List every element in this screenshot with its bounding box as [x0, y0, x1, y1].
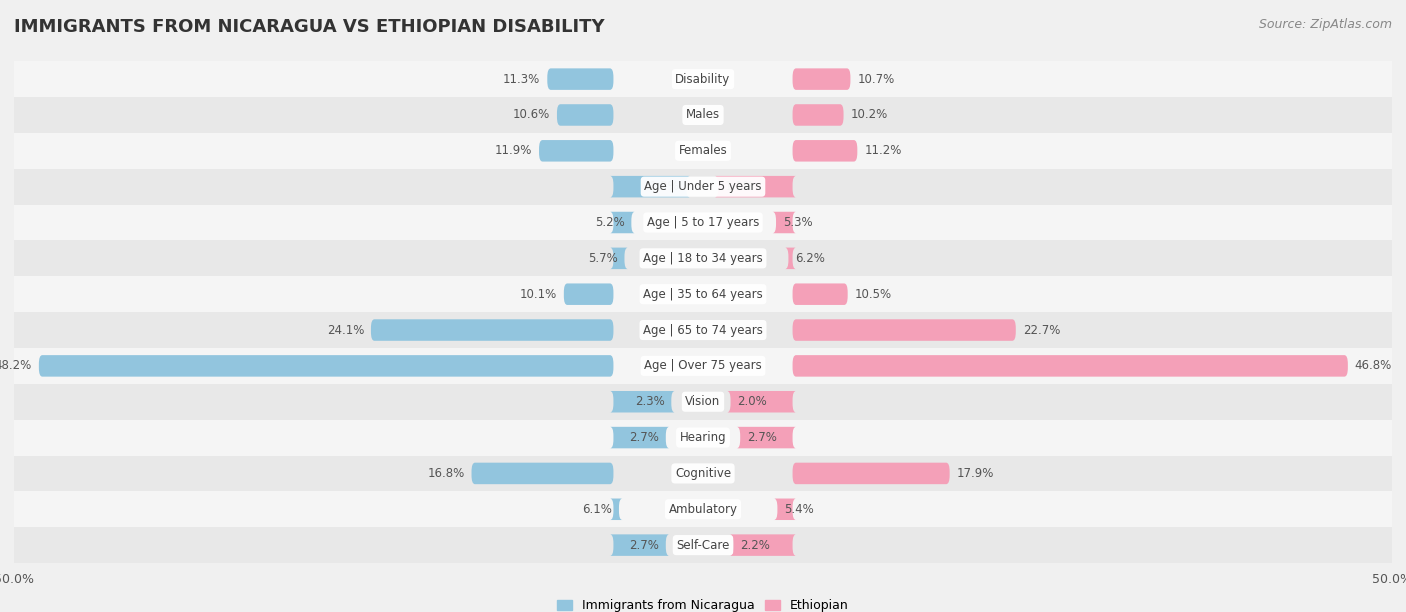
- Text: 6.1%: 6.1%: [582, 503, 612, 516]
- FancyBboxPatch shape: [793, 104, 844, 125]
- FancyBboxPatch shape: [793, 463, 949, 484]
- Text: Vision: Vision: [685, 395, 721, 408]
- Bar: [14, 527, 1392, 563]
- Text: 2.3%: 2.3%: [634, 395, 665, 408]
- Text: 24.1%: 24.1%: [326, 324, 364, 337]
- Text: 1.2%: 1.2%: [650, 180, 679, 193]
- Text: 6.2%: 6.2%: [796, 252, 825, 265]
- FancyBboxPatch shape: [610, 391, 675, 412]
- Bar: [14, 61, 1392, 97]
- Text: Disability: Disability: [675, 73, 731, 86]
- Bar: [14, 420, 1392, 455]
- Text: 5.4%: 5.4%: [785, 503, 814, 516]
- FancyBboxPatch shape: [610, 248, 628, 269]
- Text: 5.7%: 5.7%: [588, 252, 617, 265]
- FancyBboxPatch shape: [610, 427, 669, 449]
- Text: 10.2%: 10.2%: [851, 108, 887, 121]
- Legend: Immigrants from Nicaragua, Ethiopian: Immigrants from Nicaragua, Ethiopian: [553, 594, 853, 612]
- Text: IMMIGRANTS FROM NICARAGUA VS ETHIOPIAN DISABILITY: IMMIGRANTS FROM NICARAGUA VS ETHIOPIAN D…: [14, 18, 605, 36]
- Text: 2.7%: 2.7%: [628, 539, 659, 551]
- Text: 5.3%: 5.3%: [783, 216, 813, 229]
- FancyBboxPatch shape: [39, 355, 613, 376]
- Text: 46.8%: 46.8%: [1355, 359, 1392, 372]
- Text: 2.7%: 2.7%: [747, 431, 778, 444]
- Text: 10.1%: 10.1%: [520, 288, 557, 300]
- Text: 48.2%: 48.2%: [0, 359, 32, 372]
- FancyBboxPatch shape: [793, 69, 851, 90]
- Text: 2.2%: 2.2%: [740, 539, 770, 551]
- FancyBboxPatch shape: [727, 391, 796, 412]
- FancyBboxPatch shape: [730, 534, 796, 556]
- Text: 16.8%: 16.8%: [427, 467, 464, 480]
- FancyBboxPatch shape: [371, 319, 613, 341]
- FancyBboxPatch shape: [610, 499, 623, 520]
- FancyBboxPatch shape: [610, 176, 690, 198]
- Text: Age | 18 to 34 years: Age | 18 to 34 years: [643, 252, 763, 265]
- FancyBboxPatch shape: [772, 212, 796, 233]
- FancyBboxPatch shape: [793, 355, 1348, 376]
- Text: 5.2%: 5.2%: [595, 216, 624, 229]
- Bar: [14, 348, 1392, 384]
- FancyBboxPatch shape: [610, 212, 634, 233]
- Bar: [14, 169, 1392, 204]
- FancyBboxPatch shape: [610, 534, 669, 556]
- Text: 22.7%: 22.7%: [1022, 324, 1060, 337]
- Text: 11.9%: 11.9%: [495, 144, 531, 157]
- Text: Age | 65 to 74 years: Age | 65 to 74 years: [643, 324, 763, 337]
- Text: 10.5%: 10.5%: [855, 288, 891, 300]
- Text: 2.7%: 2.7%: [628, 431, 659, 444]
- Bar: [14, 491, 1392, 527]
- Text: 1.1%: 1.1%: [725, 180, 755, 193]
- FancyBboxPatch shape: [737, 427, 796, 449]
- Text: Source: ZipAtlas.com: Source: ZipAtlas.com: [1258, 18, 1392, 31]
- FancyBboxPatch shape: [471, 463, 613, 484]
- Text: Ambulatory: Ambulatory: [668, 503, 738, 516]
- Bar: [14, 455, 1392, 491]
- FancyBboxPatch shape: [538, 140, 613, 162]
- Bar: [14, 241, 1392, 276]
- Text: Age | Over 75 years: Age | Over 75 years: [644, 359, 762, 372]
- FancyBboxPatch shape: [547, 69, 613, 90]
- FancyBboxPatch shape: [557, 104, 613, 125]
- Text: 11.3%: 11.3%: [503, 73, 540, 86]
- FancyBboxPatch shape: [793, 319, 1015, 341]
- Text: Age | 35 to 64 years: Age | 35 to 64 years: [643, 288, 763, 300]
- Bar: [14, 384, 1392, 420]
- FancyBboxPatch shape: [773, 499, 796, 520]
- FancyBboxPatch shape: [793, 283, 848, 305]
- Bar: [14, 97, 1392, 133]
- Text: 10.6%: 10.6%: [513, 108, 550, 121]
- Text: Males: Males: [686, 108, 720, 121]
- Text: Age | 5 to 17 years: Age | 5 to 17 years: [647, 216, 759, 229]
- Text: 17.9%: 17.9%: [956, 467, 994, 480]
- FancyBboxPatch shape: [714, 176, 796, 198]
- Bar: [14, 276, 1392, 312]
- Bar: [14, 312, 1392, 348]
- FancyBboxPatch shape: [564, 283, 613, 305]
- Text: Self-Care: Self-Care: [676, 539, 730, 551]
- Bar: [14, 204, 1392, 241]
- Text: Cognitive: Cognitive: [675, 467, 731, 480]
- Bar: [14, 133, 1392, 169]
- Text: Age | Under 5 years: Age | Under 5 years: [644, 180, 762, 193]
- Text: 2.0%: 2.0%: [738, 395, 768, 408]
- FancyBboxPatch shape: [785, 248, 796, 269]
- Text: 11.2%: 11.2%: [865, 144, 901, 157]
- Text: 10.7%: 10.7%: [858, 73, 894, 86]
- Text: Hearing: Hearing: [679, 431, 727, 444]
- FancyBboxPatch shape: [793, 140, 858, 162]
- Text: Females: Females: [679, 144, 727, 157]
